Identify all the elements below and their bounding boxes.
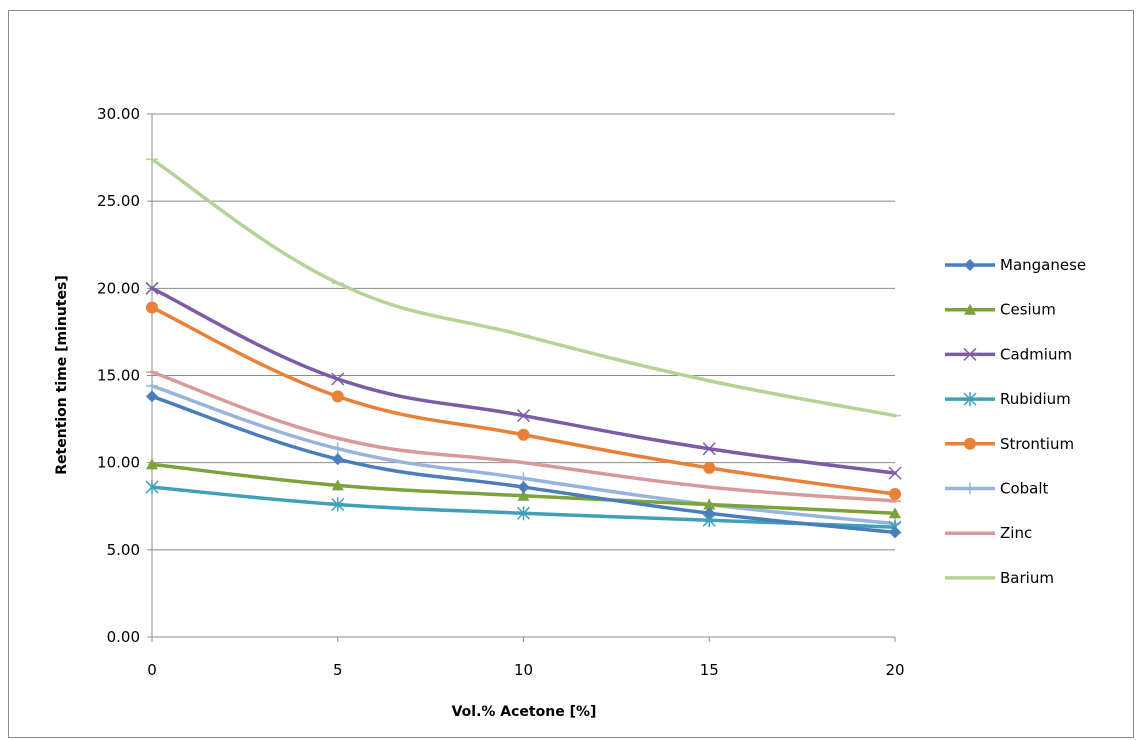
legend-item-barium: Barium <box>945 569 1054 587</box>
data-point <box>889 507 901 519</box>
grid-lines <box>152 113 895 551</box>
series-barium <box>146 157 901 418</box>
chart-frame <box>8 10 1134 738</box>
legend-label: Rubidium <box>1000 390 1071 408</box>
x-tick-label: 0 <box>147 661 157 679</box>
data-point <box>331 453 344 466</box>
legend-item-strontium: Strontium <box>945 435 1074 453</box>
y-tick-label: 15.00 <box>97 367 140 385</box>
legend: Manganese Cesium Cadmium Rubidium Strontium C… <box>945 256 1086 587</box>
legend-label: Cesium <box>1000 301 1056 319</box>
data-point <box>145 281 159 295</box>
axes <box>147 113 896 642</box>
y-tick-label: 20.00 <box>97 279 140 297</box>
legend-marker <box>963 347 977 361</box>
series-cesium <box>146 458 901 519</box>
series-cadmium <box>145 281 902 480</box>
x-tick-label: 5 <box>333 661 343 679</box>
series-line <box>150 286 897 475</box>
data-point <box>703 498 716 510</box>
x-tick-label: 20 <box>885 661 904 679</box>
legend-marker <box>964 437 976 450</box>
data-point <box>889 488 901 501</box>
x-tick-label: 10 <box>514 661 533 679</box>
series-manganese <box>146 390 901 539</box>
legend-item-manganese: Manganese <box>945 256 1086 274</box>
data-point <box>145 480 159 495</box>
series-zinc <box>146 370 901 503</box>
legend-label: Strontium <box>1000 435 1074 453</box>
y-tick-label: 25.00 <box>97 192 140 210</box>
data-point <box>888 466 902 480</box>
legend-label: Cobalt <box>1000 480 1049 498</box>
data-point <box>146 379 158 392</box>
data-point <box>146 458 158 470</box>
y-tick-labels: 0.00 5.00 10.00 15.00 20.00 25.00 30.00 <box>97 105 140 646</box>
data-point <box>889 526 901 539</box>
data-point <box>146 301 158 314</box>
data-point <box>517 489 530 501</box>
y-axis-title: Retention time [minutes] <box>54 275 70 474</box>
y-tick-label: 0.00 <box>107 628 140 646</box>
data-point <box>331 479 344 491</box>
x-axis-title: Vol.% Acetone [%] <box>452 704 597 720</box>
legend-item-zinc: Zinc <box>945 524 1032 542</box>
legend-marker <box>963 392 977 407</box>
legend-marker <box>964 259 976 271</box>
x-tick-labels: 0 5 10 15 20 <box>147 661 904 679</box>
data-point <box>146 390 158 403</box>
legend-item-rubidium: Rubidium <box>945 390 1071 408</box>
legend-label: Zinc <box>1000 524 1032 542</box>
legend-item-cesium: Cesium <box>945 301 1056 319</box>
data-point <box>703 507 716 520</box>
legend-label: Manganese <box>1000 256 1086 274</box>
data-point <box>517 428 530 441</box>
legend-label: Cadmium <box>1000 345 1072 363</box>
data-point <box>702 442 716 456</box>
series-line <box>150 157 897 418</box>
data-point <box>703 461 716 474</box>
legend-label: Barium <box>1000 569 1054 587</box>
series-group <box>145 157 902 539</box>
y-tick-label: 10.00 <box>97 454 140 472</box>
data-point <box>331 497 345 512</box>
series-strontium <box>146 301 901 501</box>
y-tick-label: 5.00 <box>107 541 140 559</box>
x-tick-label: 15 <box>700 661 719 679</box>
data-point <box>331 390 344 403</box>
legend-marker <box>964 482 976 495</box>
legend-marker <box>964 303 976 315</box>
data-point <box>331 372 345 386</box>
legend-item-cadmium: Cadmium <box>945 345 1072 363</box>
data-point <box>331 442 344 455</box>
y-tick-label: 30.00 <box>97 105 140 123</box>
legend-item-cobalt: Cobalt <box>945 480 1049 498</box>
data-point <box>516 409 531 423</box>
data-point <box>516 506 531 521</box>
series-line <box>150 384 897 526</box>
data-point <box>517 481 530 494</box>
